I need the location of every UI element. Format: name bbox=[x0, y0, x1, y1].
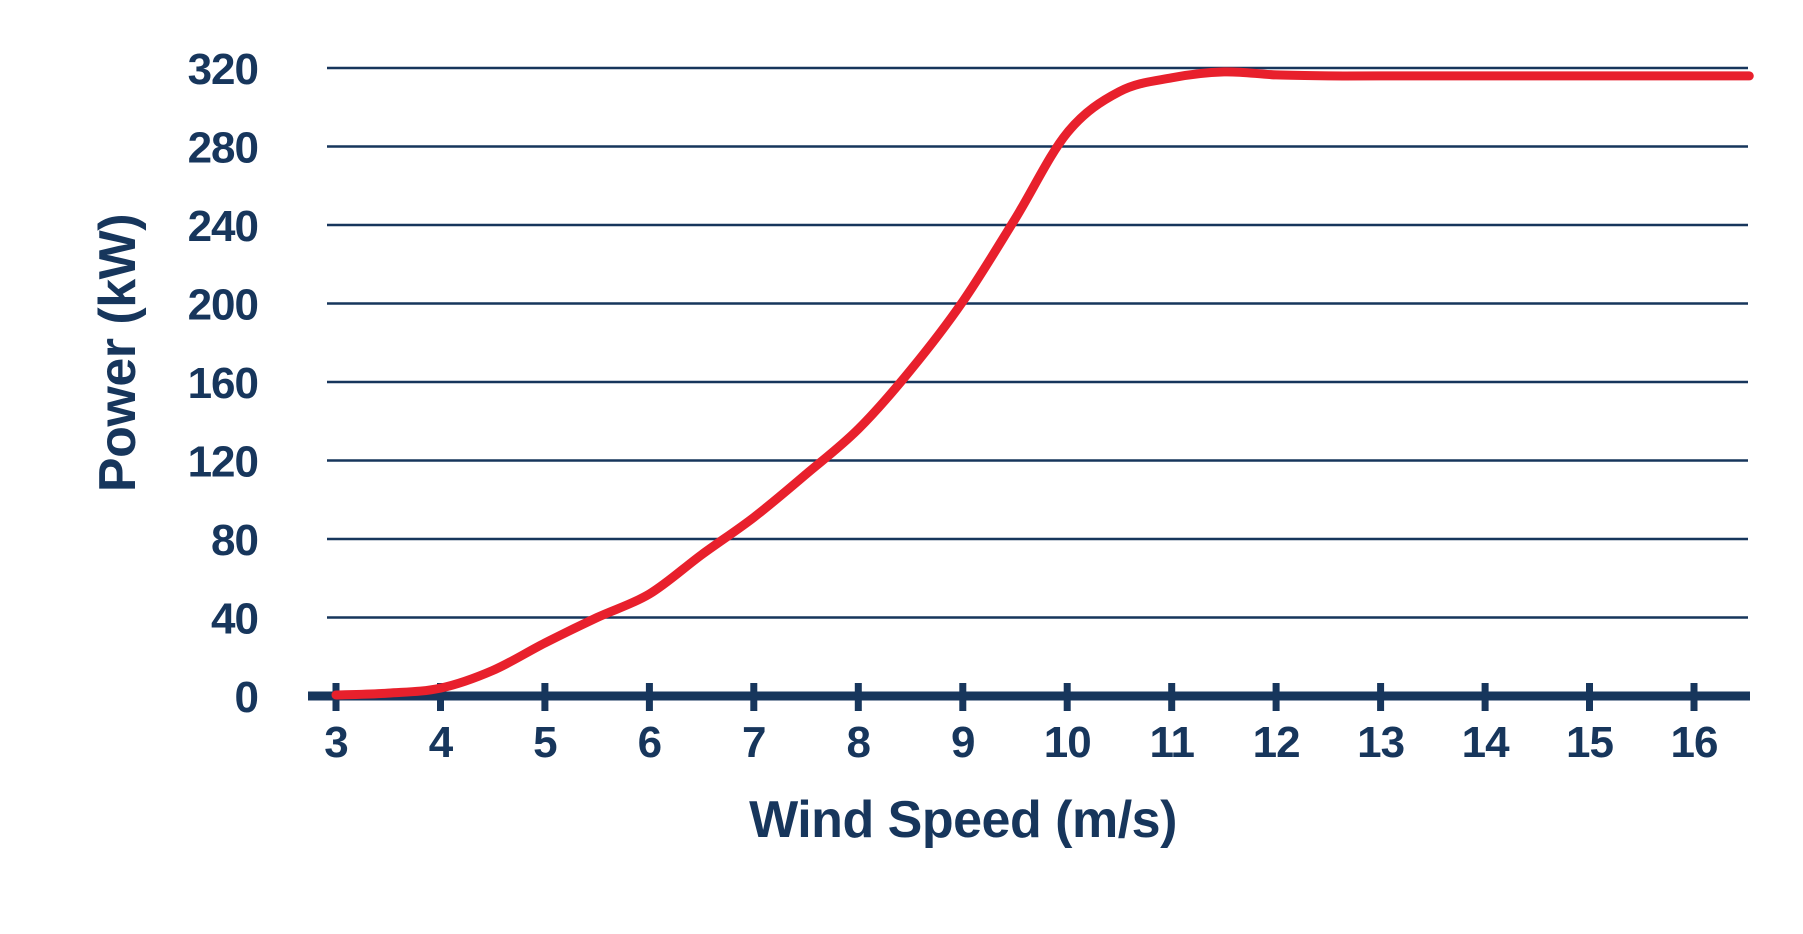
y-tick-label-320: 320 bbox=[188, 45, 258, 94]
x-axis-tick-labels: 3 4 5 6 7 8 9 10 11 12 13 14 15 16 bbox=[324, 718, 1718, 767]
x-tick-label-6: 6 bbox=[638, 718, 661, 767]
x-tick-label-15: 15 bbox=[1566, 718, 1613, 767]
y-tick-label-40: 40 bbox=[211, 595, 258, 644]
y-tick-label-0: 0 bbox=[235, 673, 258, 722]
y-tick-label-240: 240 bbox=[188, 202, 258, 251]
x-tick-label-8: 8 bbox=[847, 718, 871, 767]
y-tick-label-80: 80 bbox=[211, 516, 258, 565]
power-curve-line bbox=[331, 67, 1754, 700]
x-tick-label-10: 10 bbox=[1044, 718, 1091, 767]
x-tick-label-9: 9 bbox=[951, 718, 974, 767]
y-axis-tick-labels: 0 40 80 120 160 200 240 280 320 bbox=[188, 45, 259, 722]
y-axis-title: Power (kW) bbox=[89, 214, 147, 492]
x-tick-label-14: 14 bbox=[1462, 718, 1510, 767]
y-tick-label-200: 200 bbox=[188, 281, 258, 330]
x-tick-label-5: 5 bbox=[533, 718, 557, 767]
x-tick-label-3: 3 bbox=[324, 718, 347, 767]
x-tick-label-11: 11 bbox=[1149, 718, 1194, 767]
y-tick-label-120: 120 bbox=[188, 438, 258, 487]
y-tick-label-160: 160 bbox=[188, 359, 258, 408]
x-tick-label-7: 7 bbox=[742, 718, 765, 767]
x-tick-label-12: 12 bbox=[1253, 718, 1300, 767]
gridlines-group bbox=[327, 66, 1748, 619]
x-tick-label-16: 16 bbox=[1671, 718, 1718, 767]
y-tick-label-280: 280 bbox=[188, 124, 258, 173]
x-tick-label-4: 4 bbox=[429, 718, 454, 767]
x-tick-label-13: 13 bbox=[1357, 718, 1404, 767]
x-axis-title: Wind Speed (m/s) bbox=[749, 791, 1177, 849]
